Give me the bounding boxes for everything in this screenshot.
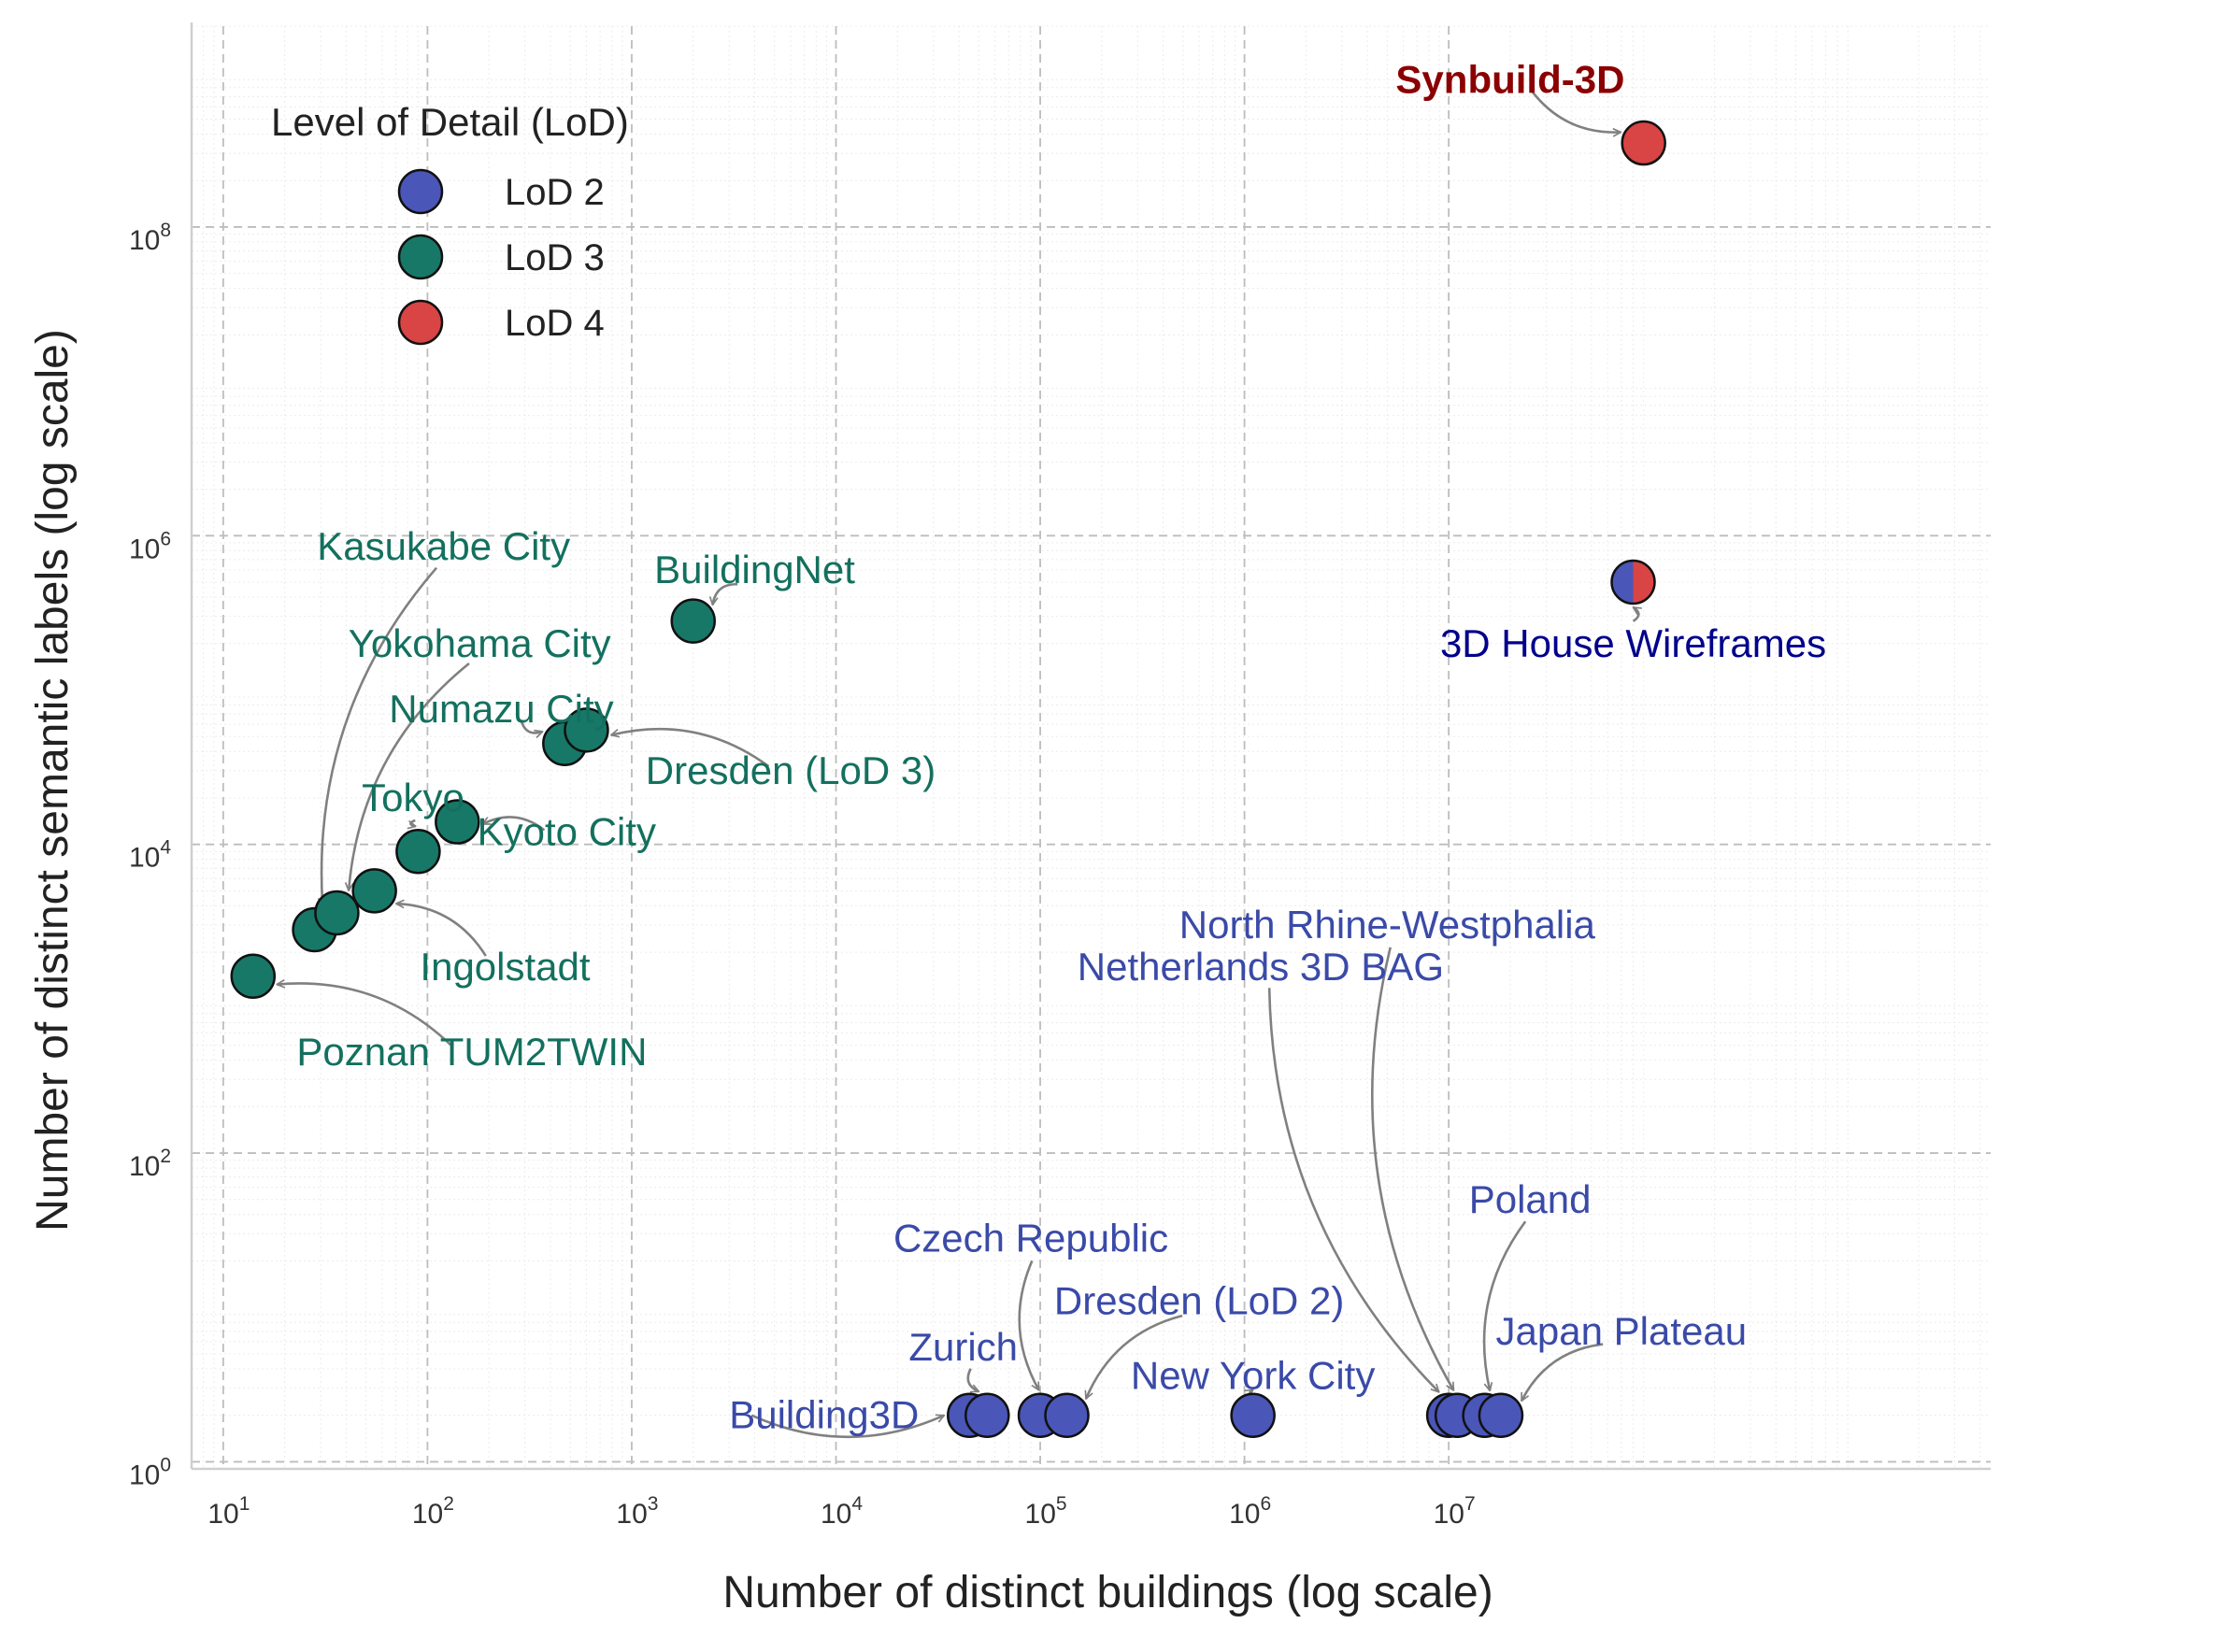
new-york-city-point [1230, 1392, 1276, 1438]
3d-house-wireframes-label: 3D House Wireframes [1440, 621, 1826, 665]
dresden-lod-2-point [1044, 1392, 1090, 1438]
3d-house-wireframes-point-left [1611, 561, 1634, 605]
poznan-tum2twin-point [230, 953, 277, 999]
x-tick-label: 103 [616, 1493, 658, 1530]
legend-title: Level of Detail (LoD) [271, 100, 629, 144]
yokohama-city-point [314, 890, 360, 936]
japan-plateau-arrow [1520, 1343, 1604, 1402]
synbuild-3d-label: Synbuild-3D [1395, 57, 1624, 101]
3d-house-wireframes-arrow [1634, 605, 1639, 622]
annotation-arrows [277, 88, 1639, 1439]
y-tick-label: 108 [129, 220, 171, 256]
tokyo-label: Tokyo [362, 776, 464, 819]
legend-label-lod-4: LoD 4 [505, 303, 605, 344]
ingolstadt-arrow [396, 904, 487, 957]
legend-label-lod-3: LoD 3 [505, 237, 605, 278]
zurich-point [964, 1392, 1010, 1438]
ingolstadt-point [351, 868, 397, 914]
3d-house-wireframes-point [1610, 559, 1656, 605]
x-tick-label: 104 [821, 1493, 863, 1530]
synbuild-3d-point [1621, 120, 1666, 166]
tokyo-arrow [410, 819, 415, 827]
zurich-label: Zurich [908, 1325, 1018, 1369]
kyoto-city-label: Kyoto City [478, 810, 656, 854]
czech-republic-arrow [1018, 1260, 1040, 1389]
x-tick-label: 106 [1229, 1493, 1271, 1530]
dresden-lod-3-arrow [611, 727, 770, 768]
tokyo-point [395, 828, 441, 875]
legend-marker-lod-3 [397, 234, 444, 280]
kyoto-city-arrow [482, 816, 546, 832]
poznan-tum2twin-arrow [277, 983, 452, 1047]
kasukabe-city-label: Kasukabe City [317, 524, 570, 568]
dresden-lod-2-label: Dresden (LoD 2) [1054, 1278, 1344, 1322]
poland-arrow [1482, 1220, 1527, 1390]
numazu-city-label: Numazu City [389, 687, 613, 731]
x-tick-label: 107 [1434, 1493, 1476, 1530]
japan-plateau-point [1478, 1392, 1524, 1438]
netherlands-3d-bag-label: Netherlands 3D BAG [1078, 945, 1444, 989]
poznan-tum2twin-label: Poznan TUM2TWIN [296, 1030, 647, 1074]
building3d-label: Building3D [729, 1393, 919, 1437]
synbuild-3d-arrow [1529, 88, 1621, 133]
x-tick-label: 105 [1025, 1493, 1067, 1530]
legend-marker-lod-4 [397, 299, 444, 346]
kasukabe-city-arrow [321, 566, 438, 906]
y-tick-label: 100 [129, 1454, 171, 1490]
japan-plateau-label: Japan Plateau [1496, 1309, 1748, 1353]
new-york-city-label: New York City [1131, 1354, 1375, 1398]
buildingnet-label: BuildingNet [654, 548, 855, 591]
y-tick-label: 104 [129, 837, 171, 874]
ingolstadt-label: Ingolstadt [420, 945, 590, 989]
yokohama-city-arrow [349, 662, 470, 890]
netherlands-3d-bag-arrow [1267, 988, 1439, 1392]
y-axis-title: Number of distinct semantic labels (log … [28, 329, 78, 1232]
dresden-lod-3-label: Dresden (LoD 3) [646, 748, 936, 792]
buildingnet-point [670, 598, 716, 644]
3d-house-wireframes-point-right [1633, 561, 1655, 605]
building3d-arrow [750, 1416, 944, 1439]
data-points [230, 120, 1666, 1438]
y-tick-label: 102 [129, 1146, 171, 1182]
north-rhine-westphalia-arrow [1371, 947, 1455, 1390]
buildingnet-arrow [713, 582, 738, 605]
x-tick-label: 102 [412, 1493, 454, 1530]
y-tick-label: 106 [129, 528, 171, 564]
dresden-lod-3-point [564, 707, 609, 753]
czech-republic-label: Czech Republic [893, 1216, 1168, 1260]
legend-label-lod-2: LoD 2 [505, 172, 605, 213]
legend-marker-lod-2 [397, 168, 444, 215]
kyoto-city-point [435, 799, 480, 845]
zurich-arrow [966, 1368, 979, 1391]
numazu-city-arrow [520, 719, 543, 733]
yokohama-city-label: Yokohama City [349, 621, 611, 665]
dresden-lod-2-arrow [1086, 1314, 1183, 1399]
x-tick-label: 101 [207, 1493, 250, 1530]
axis-layer: 101 102 103 104 105 106 107 100 102 104 106 108 Numb… [28, 22, 1991, 1617]
legend: Level of Detail (LoD) LoD 2 LoD 3 LoD 4 [271, 100, 629, 346]
north-rhine-westphalia-label: North Rhine-Westphalia [1179, 903, 1596, 947]
annotation-labels: Synbuild-3D 3D House Wireframes BuildingNe… [296, 57, 1826, 1436]
poland-label: Poland [1469, 1177, 1592, 1221]
x-axis-title: Number of distinct buildings (log scale) [722, 1568, 1493, 1617]
